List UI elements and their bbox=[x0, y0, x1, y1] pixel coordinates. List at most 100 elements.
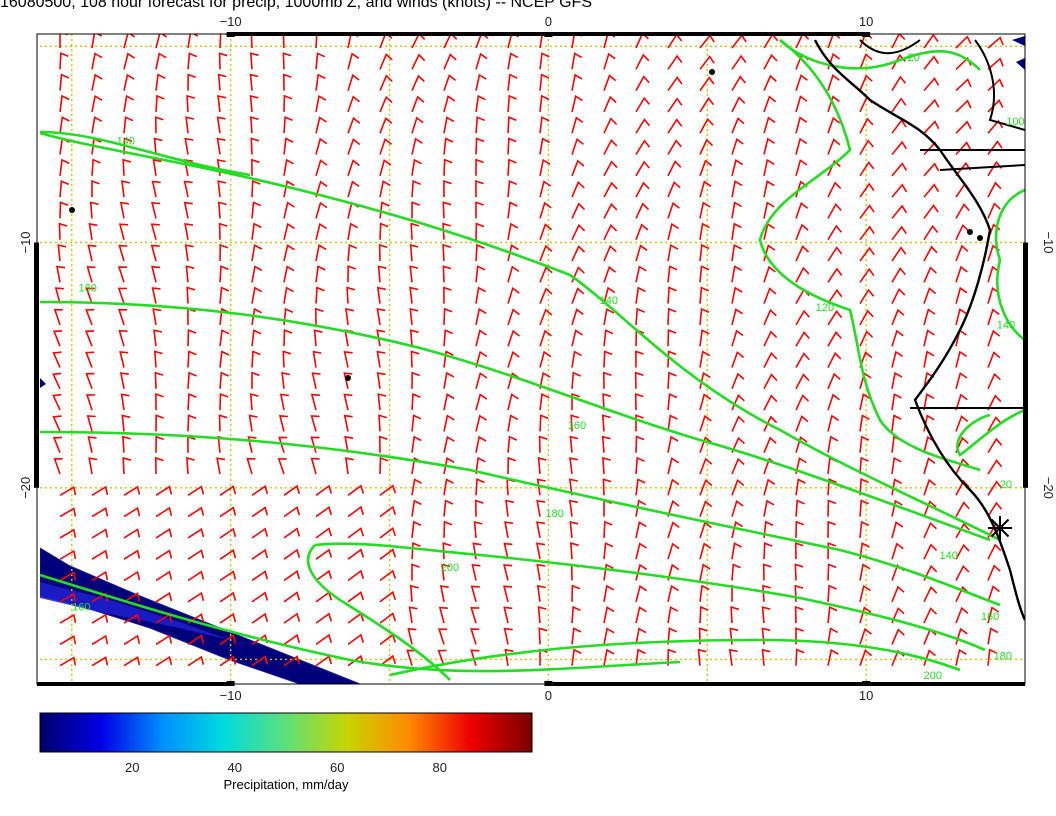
wind-barb bbox=[154, 371, 164, 389]
wind-barb bbox=[763, 520, 774, 538]
wind-barb bbox=[699, 243, 710, 262]
wind-barb bbox=[827, 203, 842, 219]
wind-barb bbox=[955, 308, 968, 326]
wind-barb bbox=[795, 95, 808, 113]
wind-barb bbox=[377, 393, 387, 411]
wind-barb bbox=[283, 265, 295, 283]
wind-barb bbox=[667, 243, 679, 262]
wind-barb bbox=[91, 73, 103, 91]
wind-barb bbox=[248, 414, 258, 432]
wind-barb bbox=[123, 73, 135, 91]
wind-barb bbox=[571, 202, 586, 219]
wind-barb bbox=[123, 592, 141, 603]
wind-barb bbox=[121, 414, 131, 432]
wind-barb bbox=[859, 649, 873, 666]
wind-barb bbox=[442, 243, 452, 262]
map-frame bbox=[36, 33, 1026, 685]
contour-label: 160 bbox=[568, 420, 586, 432]
wind-barb bbox=[859, 204, 875, 219]
wind-barb bbox=[539, 350, 552, 368]
wind-barb bbox=[602, 478, 612, 496]
wind-barb bbox=[763, 415, 778, 432]
wind-barb bbox=[731, 159, 744, 176]
wind-barb bbox=[91, 116, 103, 134]
wind-barb bbox=[379, 116, 393, 134]
wind-barb bbox=[155, 528, 173, 539]
wind-barb bbox=[123, 506, 141, 518]
wind-barb bbox=[568, 499, 578, 517]
wind-barb bbox=[122, 158, 132, 176]
wind-barb bbox=[503, 542, 513, 560]
wind-barb bbox=[731, 201, 742, 219]
wind-barb bbox=[507, 435, 518, 453]
wind-barb bbox=[987, 181, 1002, 198]
wind-barb bbox=[442, 542, 452, 560]
wind-barb bbox=[987, 351, 1001, 368]
wind-barb bbox=[91, 634, 109, 646]
wind-barb bbox=[699, 34, 715, 49]
wind-barb bbox=[282, 73, 292, 91]
wind-barb bbox=[475, 179, 484, 198]
wind-barb bbox=[123, 549, 141, 560]
wind-barb bbox=[859, 627, 872, 645]
wind-barb bbox=[635, 244, 648, 262]
wind-barb bbox=[251, 548, 269, 560]
contour-label: 200 bbox=[924, 670, 942, 682]
wind-barb bbox=[827, 95, 840, 113]
axis-bar-bottom bbox=[37, 682, 231, 686]
wind-barb bbox=[251, 371, 260, 389]
wind-barb bbox=[827, 393, 840, 411]
wind-barb bbox=[538, 435, 548, 453]
wind-barb bbox=[827, 267, 843, 283]
wind-barb bbox=[411, 520, 422, 538]
wind-barb bbox=[187, 591, 205, 603]
wind-barb bbox=[91, 528, 109, 539]
wind-barb bbox=[731, 351, 745, 368]
wind-barb bbox=[251, 307, 262, 326]
wind-barb bbox=[603, 117, 618, 134]
wind-barb bbox=[283, 222, 295, 240]
wind-barb bbox=[667, 54, 683, 70]
wind-barb bbox=[379, 590, 397, 603]
wind-barb bbox=[536, 542, 546, 560]
wind-barb bbox=[699, 138, 714, 155]
wind-barb bbox=[123, 137, 133, 155]
wind-barb bbox=[571, 137, 584, 155]
wind-barb bbox=[443, 307, 453, 325]
wind-barb bbox=[923, 543, 938, 560]
wind-barb bbox=[699, 436, 713, 453]
wind-barb bbox=[987, 78, 1004, 92]
wind-barb bbox=[347, 159, 360, 177]
wind-barb bbox=[347, 569, 365, 582]
wind-barb bbox=[59, 52, 69, 70]
wind-barb bbox=[123, 613, 141, 624]
wind-barb bbox=[667, 160, 682, 177]
wind-barb bbox=[603, 160, 618, 177]
wind-barb bbox=[731, 75, 747, 92]
wind-barb bbox=[603, 223, 618, 241]
wind-barb bbox=[91, 613, 109, 624]
wind-barb bbox=[59, 528, 77, 539]
wind-barb bbox=[507, 201, 518, 219]
wind-barb bbox=[827, 159, 841, 177]
wind-barb bbox=[52, 415, 62, 432]
wind-barb bbox=[443, 116, 455, 134]
wind-barb bbox=[185, 265, 195, 283]
wind-barb bbox=[475, 201, 484, 219]
height-contour bbox=[314, 542, 986, 652]
wind-barb bbox=[955, 244, 969, 262]
wind-barb bbox=[85, 287, 95, 304]
wind-barb bbox=[474, 499, 484, 517]
wind-barb bbox=[411, 201, 420, 219]
wind-barb bbox=[251, 570, 269, 582]
wind-barb bbox=[987, 140, 1003, 155]
wind-barb bbox=[827, 627, 838, 645]
wind-barb bbox=[635, 265, 647, 283]
wind-barb bbox=[310, 436, 320, 453]
wind-barb bbox=[539, 223, 553, 240]
wind-barb bbox=[987, 606, 1000, 624]
wind-barb bbox=[987, 202, 1001, 219]
colorbar-label: Precipitation, mm/day bbox=[223, 777, 349, 792]
wind-barb bbox=[379, 484, 397, 496]
wind-barb bbox=[827, 648, 839, 666]
